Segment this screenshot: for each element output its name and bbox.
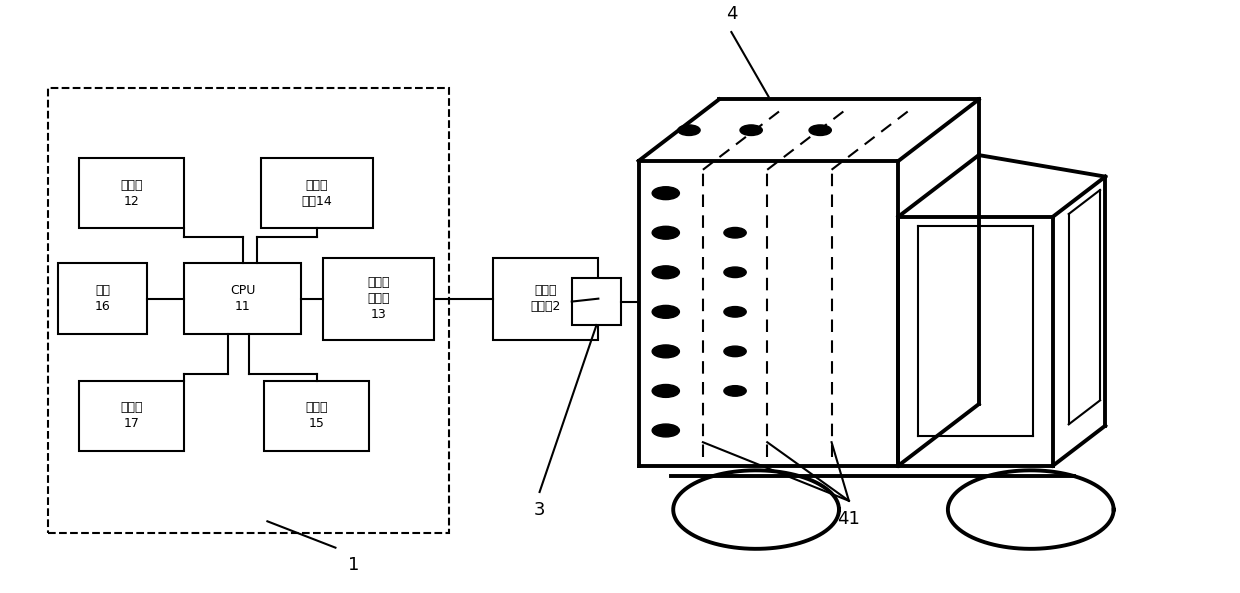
Circle shape	[724, 307, 746, 317]
Circle shape	[652, 305, 680, 318]
FancyBboxPatch shape	[58, 263, 148, 334]
FancyBboxPatch shape	[78, 381, 184, 451]
Circle shape	[678, 125, 701, 135]
Text: 1: 1	[348, 556, 360, 575]
Text: CPU
11: CPU 11	[229, 284, 255, 313]
Circle shape	[652, 187, 680, 200]
Bar	[572, 278, 621, 325]
Text: 3: 3	[534, 501, 546, 519]
Text: 报警器
15: 报警器 15	[305, 401, 329, 431]
FancyBboxPatch shape	[184, 263, 301, 334]
Circle shape	[808, 125, 831, 135]
FancyBboxPatch shape	[324, 257, 434, 340]
FancyBboxPatch shape	[494, 257, 599, 340]
Circle shape	[652, 345, 680, 358]
Circle shape	[652, 227, 680, 239]
Text: 无线通
信模块
13: 无线通 信模块 13	[367, 276, 391, 321]
Circle shape	[652, 266, 680, 279]
FancyBboxPatch shape	[262, 158, 372, 228]
Bar	[48, 88, 449, 533]
Circle shape	[724, 228, 746, 238]
Text: 存储器
12: 存储器 12	[120, 178, 143, 208]
Text: 键盘
16: 键盘 16	[95, 284, 110, 313]
FancyBboxPatch shape	[78, 158, 184, 228]
Circle shape	[740, 125, 763, 135]
Circle shape	[724, 346, 746, 356]
Text: 显示器
17: 显示器 17	[120, 401, 143, 431]
Circle shape	[724, 385, 746, 396]
Text: 41: 41	[837, 509, 861, 528]
Text: 移动通
信卡14: 移动通 信卡14	[301, 178, 332, 208]
Circle shape	[652, 384, 680, 397]
Circle shape	[652, 424, 680, 437]
Text: 4: 4	[725, 5, 737, 23]
Circle shape	[724, 267, 746, 278]
FancyBboxPatch shape	[264, 381, 370, 451]
Text: 无线传
输网络2: 无线传 输网络2	[531, 284, 560, 313]
